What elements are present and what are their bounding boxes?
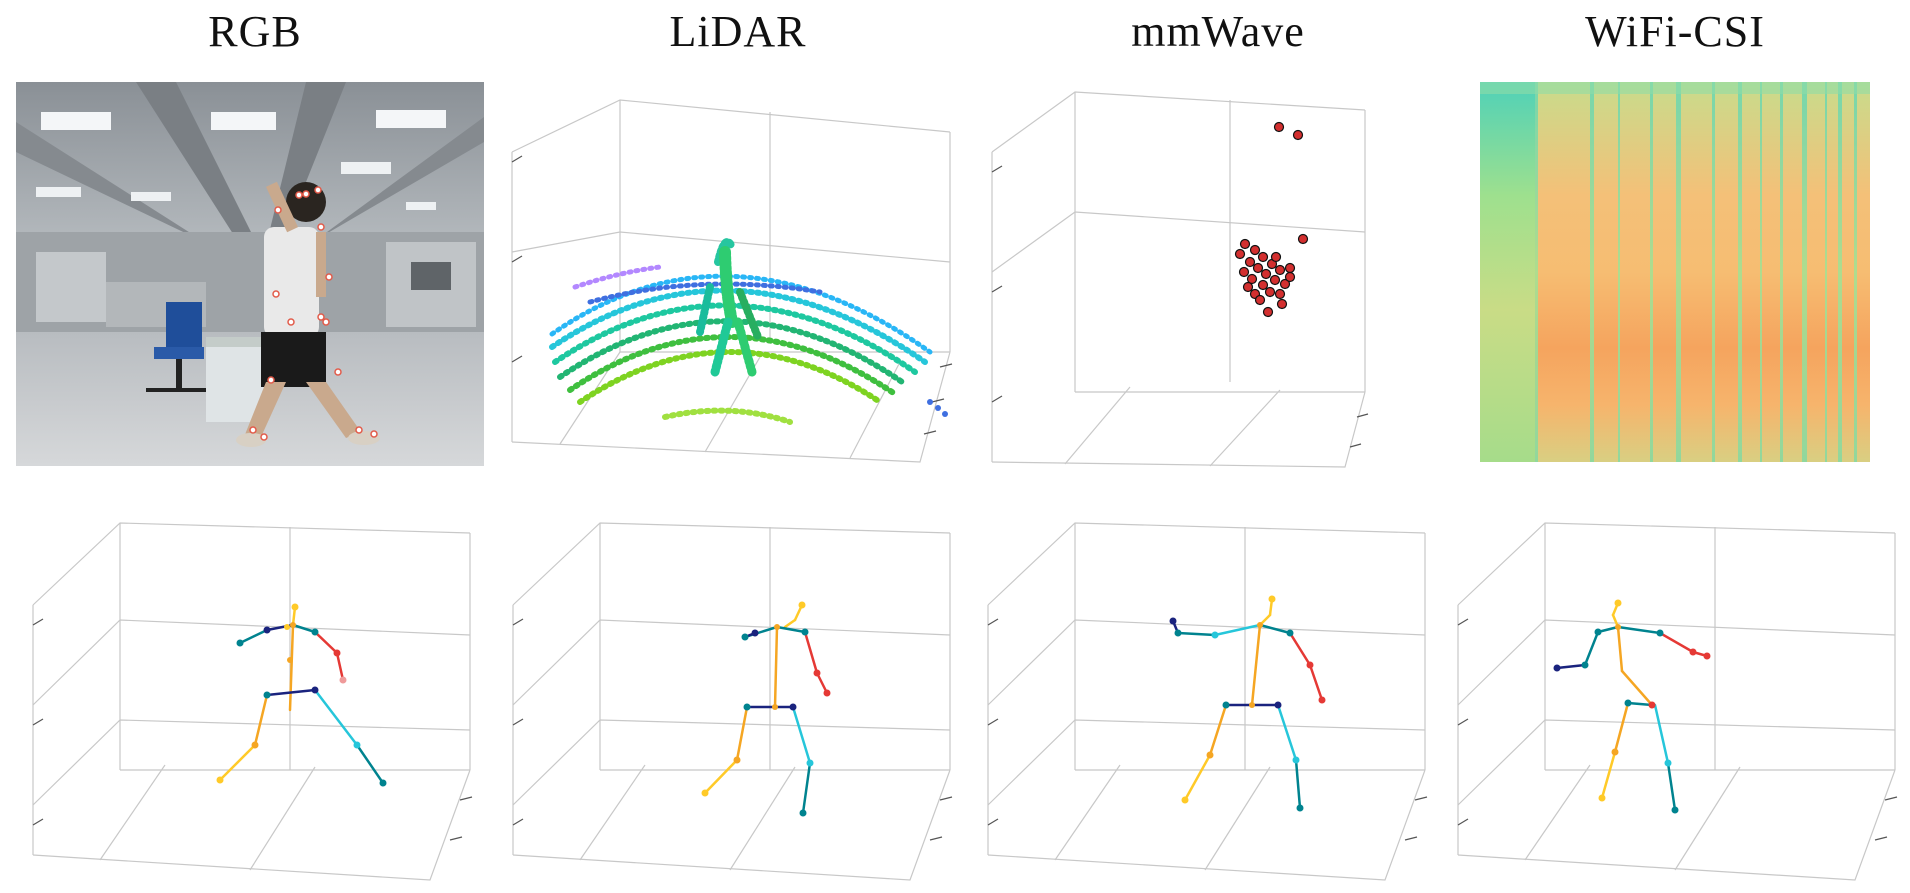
lidar-plot <box>500 72 960 472</box>
skeleton-plot-mmwave <box>980 515 1435 890</box>
csi-heatmap-icon <box>1480 82 1870 462</box>
mmwave-radar-point-scatter-icon <box>991 91 1369 468</box>
title-lidar: LiDAR <box>669 7 807 56</box>
title-mmwave: mmWave <box>1131 7 1305 56</box>
title-wifi-csi: WiFi-CSI <box>1585 7 1765 56</box>
rgb-scene-icon <box>16 82 484 466</box>
rgb-image <box>16 82 484 466</box>
title-rgb: RGB <box>208 7 302 56</box>
skeleton-plot-lidar <box>505 515 960 890</box>
skeleton-plot-wifi-csi <box>1450 515 1905 890</box>
skeleton-plot-rgb <box>25 515 480 890</box>
mmwave-plot <box>980 72 1400 472</box>
wifi-csi-heatmap <box>1480 82 1870 462</box>
lidar-point-cloud-icon <box>511 99 953 463</box>
